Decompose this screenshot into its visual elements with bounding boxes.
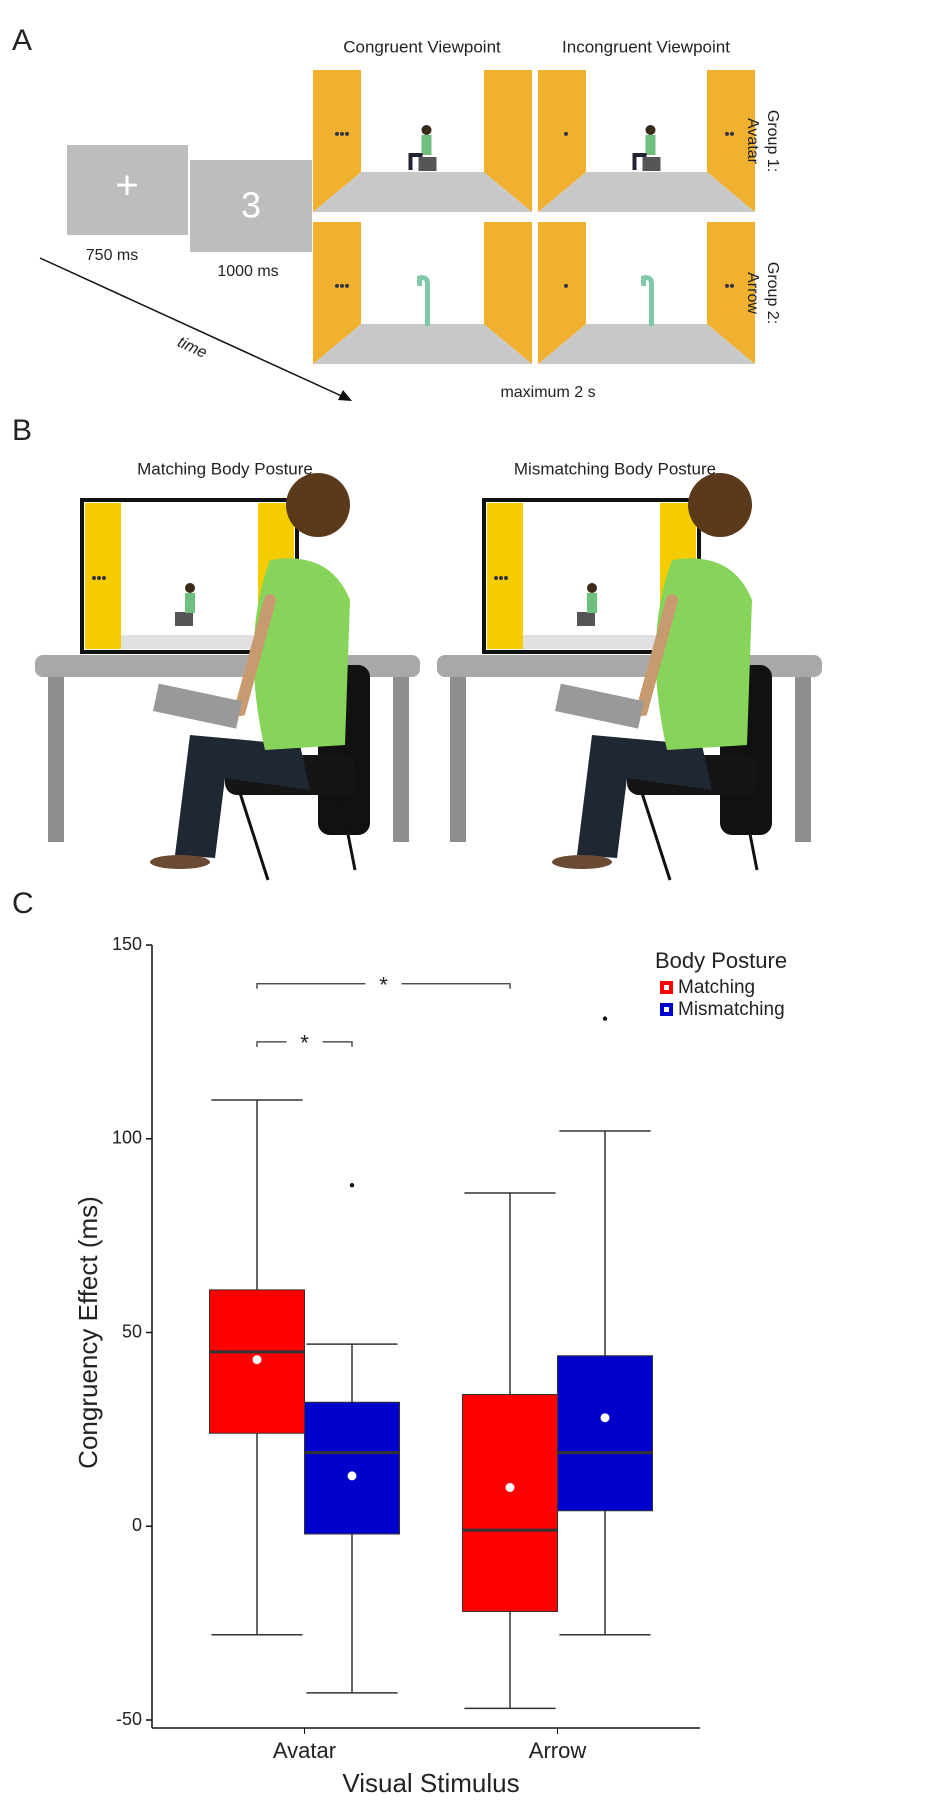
stool [175, 612, 193, 626]
person-feet [552, 855, 612, 869]
target-dot [730, 132, 734, 136]
outlier [603, 1016, 607, 1020]
group-label: Arrow [744, 272, 761, 314]
monitor-wall-left [85, 503, 121, 649]
panel-label: A [12, 24, 32, 57]
legend-label: Matching [678, 977, 755, 998]
monitor-floor [523, 635, 660, 649]
fixation-cross: + [115, 164, 138, 208]
legend-swatch-inner [664, 1007, 669, 1012]
person-torso [254, 558, 350, 750]
y-tick-label: -50 [116, 1709, 142, 1729]
avatar-head [185, 583, 195, 593]
column-header: Matching Body Posture [137, 459, 313, 478]
person-feet [150, 855, 210, 869]
group-label: Group 2: [764, 262, 781, 324]
target-dot [335, 132, 339, 136]
avatar-body [587, 593, 597, 613]
stool [419, 157, 437, 171]
legend-swatch-inner [664, 985, 669, 990]
panel-label: B [12, 414, 32, 447]
mean-point [601, 1413, 610, 1422]
significance-marker: * [379, 973, 388, 998]
box [558, 1356, 653, 1511]
stool [577, 612, 595, 626]
column-header: Mismatching Body Posture [514, 459, 716, 478]
person-head [688, 473, 752, 537]
duration-label: 750 ms [86, 247, 138, 264]
target-dot [97, 576, 101, 580]
box [305, 1402, 400, 1534]
target-dot [335, 284, 339, 288]
target-dot [725, 284, 729, 288]
target-dot [504, 576, 508, 580]
table-leg [48, 677, 64, 842]
figure: A B C Congruent Viewpoint Incongruent Vie… [0, 0, 947, 1803]
target-dot [494, 576, 498, 580]
countdown-number: 3 [241, 185, 261, 226]
target-dot [92, 576, 96, 580]
monitor-floor [121, 635, 258, 649]
column-header: Congruent Viewpoint [343, 37, 501, 56]
target-dot [102, 576, 106, 580]
y-axis-label: Congruency Effect (ms) [73, 1196, 103, 1469]
target-dot [340, 132, 344, 136]
monitor-wall-left [487, 503, 523, 649]
y-tick-label: 50 [122, 1321, 142, 1341]
group-label: Avatar [744, 118, 761, 165]
target-dot [345, 284, 349, 288]
duration-label: 1000 ms [217, 263, 278, 280]
group-label: Group 1: [764, 110, 781, 172]
duration-label: maximum 2 s [500, 384, 595, 401]
target-dot [564, 284, 568, 288]
mean-point [348, 1471, 357, 1480]
target-dot [499, 576, 503, 580]
avatar-head [422, 125, 432, 135]
x-axis-label: Visual Stimulus [342, 1768, 519, 1798]
avatar-body [422, 135, 432, 155]
table-leg [393, 677, 409, 842]
x-tick-label: Avatar [273, 1738, 336, 1763]
target-dot [564, 132, 568, 136]
target-dot [730, 284, 734, 288]
y-tick-label: 150 [112, 934, 142, 954]
significance-marker: * [300, 1031, 309, 1056]
y-tick-label: 0 [132, 1515, 142, 1535]
avatar-body [185, 593, 195, 613]
person-head [286, 473, 350, 537]
avatar-body [646, 135, 656, 155]
y-tick-label: 100 [112, 1128, 142, 1148]
target-dot [725, 132, 729, 136]
avatar-head [646, 125, 656, 135]
table-leg [795, 677, 811, 842]
column-header: Incongruent Viewpoint [562, 37, 730, 56]
avatar-head [587, 583, 597, 593]
outlier [350, 1183, 354, 1187]
legend-title: Body Posture [655, 948, 787, 973]
x-tick-label: Arrow [529, 1738, 587, 1763]
panel-label: C [12, 887, 34, 920]
table-leg [450, 677, 466, 842]
person-torso [656, 558, 752, 750]
mean-point [253, 1355, 262, 1364]
stool [643, 157, 661, 171]
target-dot [345, 132, 349, 136]
legend-label: Mismatching [678, 999, 785, 1020]
box [463, 1395, 558, 1612]
target-dot [340, 284, 344, 288]
mean-point [506, 1483, 515, 1492]
